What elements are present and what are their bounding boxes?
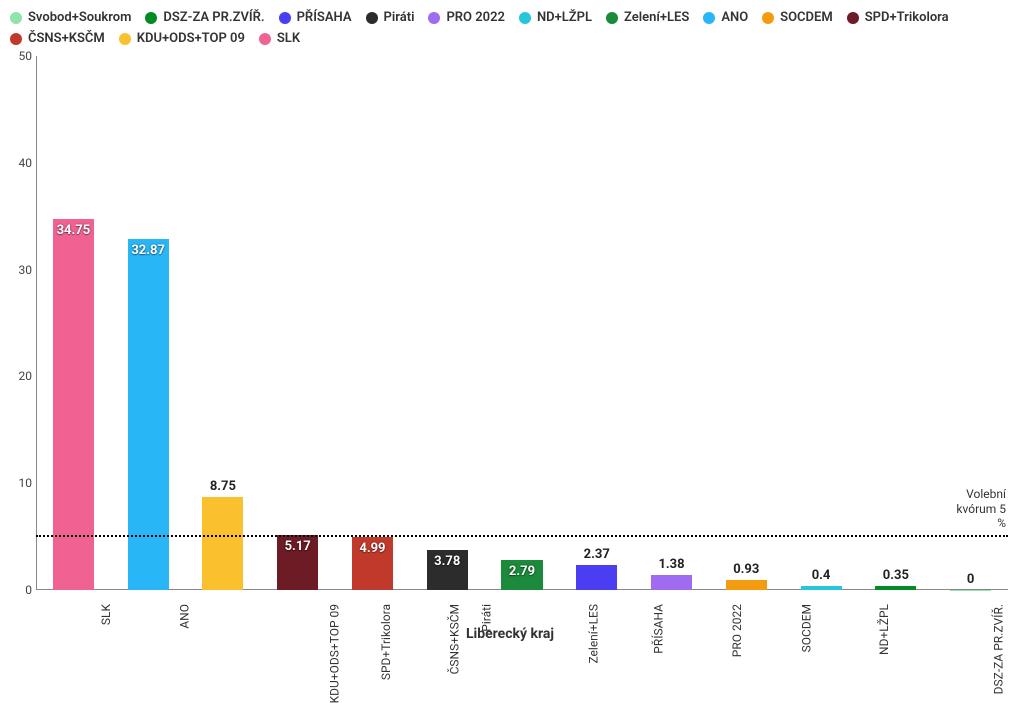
legend-item[interactable]: Svobod+Soukrom: [10, 8, 131, 29]
legend-swatch: [519, 12, 531, 24]
legend-item[interactable]: SOCDEM: [762, 8, 833, 29]
legend-swatch: [10, 12, 22, 24]
bar[interactable]: 8.75: [202, 497, 243, 590]
bar[interactable]: 32.87: [128, 239, 169, 590]
legend-swatch: [606, 12, 618, 24]
quorum-label-line3: %: [956, 516, 1006, 530]
x-tick-label: SPD+Trikolora: [379, 604, 393, 680]
bar[interactable]: 2.37: [576, 565, 617, 590]
bar[interactable]: 0.35: [875, 586, 916, 590]
legend-label: SLK: [277, 29, 300, 50]
bar[interactable]: 0.93: [726, 580, 767, 590]
legend-swatch: [762, 12, 774, 24]
y-tick: 10: [19, 476, 33, 490]
y-tick: 20: [19, 369, 33, 383]
bar-value: 3.78: [427, 554, 468, 569]
legend-label: SPD+Trikolora: [865, 8, 949, 29]
x-axis-title: Liberecký kraj: [0, 626, 1020, 642]
legend-swatch: [847, 12, 859, 24]
legend-swatch: [366, 12, 378, 24]
legend-label: Piráti: [384, 8, 415, 29]
quorum-line: [36, 535, 1008, 537]
legend-item[interactable]: ND+LŽPL: [519, 8, 592, 29]
legend-swatch: [428, 12, 440, 24]
y-tick: 30: [19, 263, 33, 277]
legend-label: ČSNS+KSČM: [28, 29, 105, 50]
bar[interactable]: 4.99: [352, 537, 393, 590]
legend-item[interactable]: ANO: [703, 8, 748, 29]
bar[interactable]: 2.79: [501, 560, 542, 590]
legend-label: KDU+ODS+TOP 09: [137, 29, 245, 50]
legend-item[interactable]: KDU+ODS+TOP 09: [119, 29, 245, 50]
bar[interactable]: 0.4: [801, 586, 842, 590]
election-bar-chart: Svobod+Soukrom DSZ-ZA PR.ZVÍŘ. PŘÍSAHA Pirá…: [0, 0, 1020, 650]
y-tick: 50: [19, 49, 33, 63]
legend-label: Svobod+Soukrom: [28, 8, 131, 29]
legend-swatch: [119, 33, 131, 45]
y-tick: 40: [19, 156, 33, 170]
bar-value: 2.37: [576, 547, 617, 562]
legend-item[interactable]: PŘÍSAHA: [279, 8, 352, 29]
bar-value: 0.35: [875, 568, 916, 583]
bar-value: 0: [950, 572, 991, 587]
legend-item[interactable]: SPD+Trikolora: [847, 8, 949, 29]
bar-value: 5.17: [277, 539, 318, 554]
legend-label: ND+LŽPL: [537, 8, 592, 29]
bar-value: 4.99: [352, 541, 393, 556]
quorum-label-line1: Volební: [956, 487, 1006, 501]
quorum-label-line2: kvórum 5: [956, 502, 1006, 516]
bar-value: 1.38: [651, 557, 692, 572]
legend-swatch: [259, 33, 271, 45]
bar[interactable]: 3.78: [427, 550, 468, 590]
y-tick: 0: [25, 583, 32, 597]
legend-swatch: [10, 33, 22, 45]
legend-label: Zelení+LES: [624, 8, 689, 29]
bar[interactable]: 0: [950, 590, 991, 591]
bar-value: 8.75: [202, 479, 243, 494]
legend-label: SOCDEM: [780, 8, 833, 29]
bar-value: 2.79: [501, 564, 542, 579]
bars-container: 34.75 32.87 8.75 5.17 4.99 3.78 2.79 2.37 1.38 0.…: [36, 56, 1008, 590]
legend-item[interactable]: DSZ-ZA PR.ZVÍŘ.: [145, 8, 264, 29]
legend-item[interactable]: SLK: [259, 29, 300, 50]
bar-value: 32.87: [128, 243, 169, 258]
x-tick-label: DSZ-ZA PR.ZVÍŘ.: [991, 604, 1005, 694]
legend-swatch: [145, 12, 157, 24]
legend-label: ANO: [721, 8, 748, 29]
bar-value: 0.93: [726, 562, 767, 577]
legend-item[interactable]: Piráti: [366, 8, 415, 29]
bar-value: 0.4: [801, 568, 842, 583]
x-tick-label: ANO: [178, 604, 192, 629]
legend-item[interactable]: ČSNS+KSČM: [10, 29, 105, 50]
legend-item[interactable]: Zelení+LES: [606, 8, 689, 29]
bar[interactable]: 5.17: [277, 535, 318, 590]
legend-swatch: [279, 12, 291, 24]
legend-swatch: [703, 12, 715, 24]
bar-value: 34.75: [53, 223, 94, 238]
legend-label: DSZ-ZA PR.ZVÍŘ.: [163, 8, 264, 29]
plot-area: 01020304050 34.7532.878.755.174.993.782.…: [36, 56, 1008, 590]
x-tick-label: KDU+ODS+TOP 09: [327, 604, 341, 703]
legend-label: PRO 2022: [446, 8, 505, 29]
legend-item[interactable]: PRO 2022: [428, 8, 505, 29]
bar[interactable]: 1.38: [651, 575, 692, 590]
legend-label: PŘÍSAHA: [297, 8, 352, 29]
y-axis: 01020304050: [10, 56, 36, 590]
quorum-label: Volební kvórum 5 %: [956, 487, 1006, 530]
x-tick-label: SLK: [100, 604, 114, 625]
legend: Svobod+Soukrom DSZ-ZA PR.ZVÍŘ. PŘÍSAHA Pirá…: [0, 0, 1020, 54]
